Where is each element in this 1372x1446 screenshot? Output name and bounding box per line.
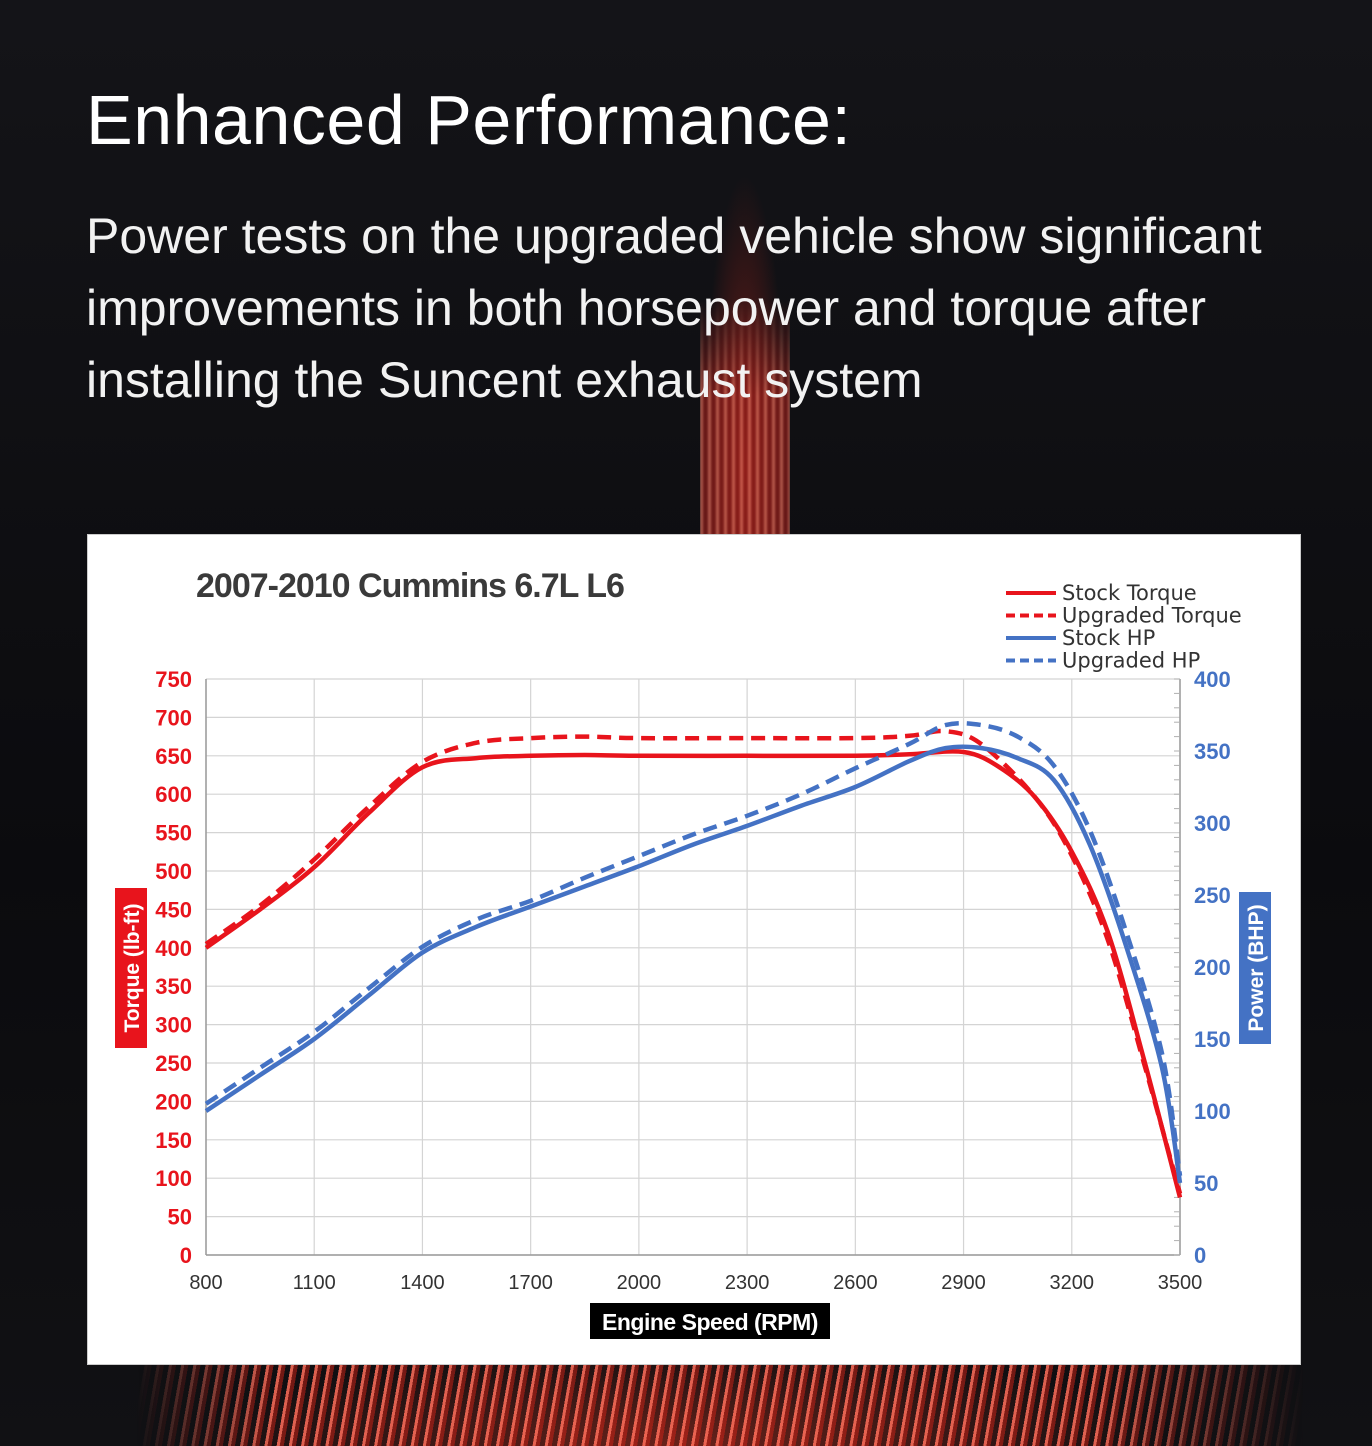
y-left-tick-label: 650 [155,744,192,769]
x-tick-label: 3500 [1158,1272,1203,1294]
y-right-label-box [1239,892,1271,1044]
series-line-stock-hp [204,744,1183,1184]
series-line-upgraded-torque [204,728,1183,1195]
x-tick-label: 800 [189,1272,222,1294]
x-tick-label: 2000 [617,1272,662,1294]
series-line-stock-torque [204,749,1183,1198]
x-tick-label: 3200 [1050,1272,1095,1294]
legend-label: Stock HP [1062,626,1155,650]
y-left-tick-label: 200 [155,1089,192,1114]
road-light-trail [700,300,790,540]
light-streaks [0,1356,1372,1446]
y-left-tick-label: 50 [168,1205,192,1230]
x-tick-label: 1400 [400,1272,445,1294]
y-left-tick-label: 300 [155,1013,192,1038]
y-left-tick-label: 700 [155,705,192,730]
chart-card: 800 1100 1400 1700 2000 2300 2600 2900 3200 3500 0… [87,534,1301,1365]
series-line-upgraded-hp [204,720,1183,1177]
x-tick-label: 2900 [941,1272,986,1294]
y-left-tick-label: 550 [155,821,192,846]
x-tick-label: 2300 [725,1272,770,1294]
y-left-label-box [115,888,147,1048]
dyno-chart: 800 1100 1400 1700 2000 2300 2600 2900 3200 35000… [115,567,1271,1339]
y-left-tick-label: 450 [155,897,192,922]
y-left-tick-label: 400 [155,936,192,961]
y-left-tick-label: 100 [155,1166,192,1191]
y-left-axis-label: Torque (lb-ft) [115,888,147,1048]
y-right-axis-label: Power (BHP) [1239,892,1271,1044]
legend-label: Stock Torque [1062,581,1197,605]
y-left-tick-label: 500 [155,859,192,884]
y-right-label-text: Power (BHP) [1245,904,1268,1031]
y-right-tick-label: 150 [1194,1027,1231,1052]
legend-label: Upgraded HP [1062,649,1200,673]
y-right-tick-label: 0 [1194,1243,1206,1268]
y-left-label-text: Torque (lb-ft) [121,903,144,1032]
y-left-tick-label: 750 [155,667,192,692]
y-right-tick-label: 200 [1194,955,1231,980]
y-left-tick-label: 600 [155,782,192,807]
x-tick-label: 1700 [508,1272,552,1294]
y-left-tick-label: 150 [155,1128,192,1153]
y-right-tick-label: 100 [1194,1099,1231,1124]
y-right-tick-label: 350 [1194,739,1231,764]
headline: Enhanced Performance: [86,81,852,159]
legend-label: Upgraded Torque [1062,604,1242,628]
y-left-tick-label: 250 [155,1051,192,1076]
x-axis-label: Engine Speed (RPM) [602,1309,818,1335]
y-right-tick-label: 300 [1194,811,1231,836]
x-tick-label: 2600 [833,1272,878,1294]
y-right-tick-label: 50 [1194,1171,1218,1196]
y-right-tick-label: 400 [1194,667,1231,692]
y-right-tick-label: 250 [1194,883,1231,908]
chart-title: 2007-2010 Cummins 6.7L L6 [196,567,624,605]
description: Power tests on the upgraded vehicle show… [86,208,1262,408]
y-left-tick-label: 0 [180,1243,192,1268]
x-axis-label-box [590,1303,830,1339]
y-left-tick-label: 350 [155,974,192,999]
x-tick-label: 1100 [293,1272,336,1294]
